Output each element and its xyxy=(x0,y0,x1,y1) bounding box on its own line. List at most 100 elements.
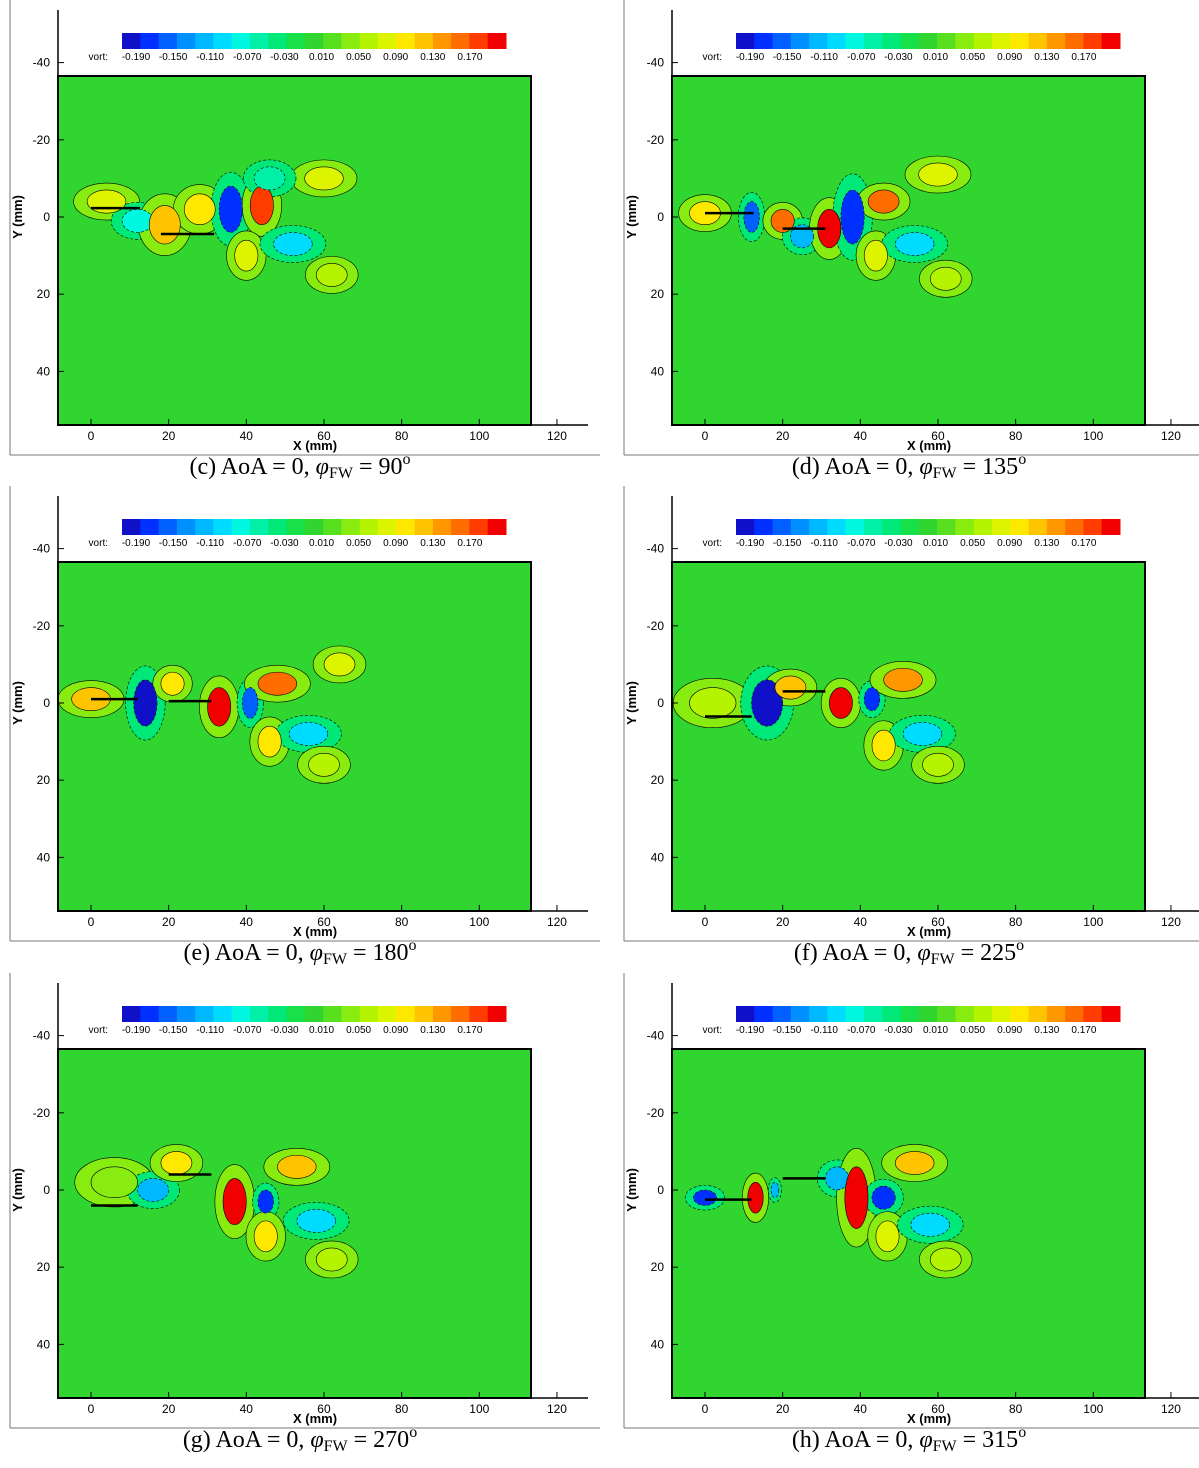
colorbar-tick-label: 0.010 xyxy=(923,1025,948,1036)
x-tick-label: 0 xyxy=(88,429,95,443)
caption-value: = 225 xyxy=(960,940,1017,966)
vortex-core xyxy=(218,185,243,233)
vortex-core xyxy=(257,1189,274,1214)
colorbar-swatch xyxy=(955,1006,975,1022)
colorbar-swatch xyxy=(1101,519,1121,535)
vortex-core xyxy=(288,722,329,746)
vortex-core xyxy=(894,1151,935,1175)
vortex-core xyxy=(910,1212,950,1237)
caption-superscript: o xyxy=(409,1424,418,1441)
field xyxy=(678,155,973,298)
colorbar-swatch xyxy=(304,33,324,49)
x-tick-label: 40 xyxy=(240,1402,254,1416)
vortex-core xyxy=(133,679,158,727)
vortex-core xyxy=(242,687,259,719)
colorbar-tick-label: 0.090 xyxy=(383,538,408,549)
y-tick-label: -20 xyxy=(33,133,51,147)
caption-prefix: (h) AoA = 0, xyxy=(791,1427,914,1453)
x-tick-label: 120 xyxy=(547,429,567,443)
caption-symbol: φ xyxy=(917,940,931,966)
caption-value: = 90 xyxy=(358,454,403,480)
contour-panel: 0 20 40 60 80 100 120 -40 -20 0 20 40 X (mm) Y (mm) vo… xyxy=(9,973,600,1429)
colorbar-swatch xyxy=(231,33,251,49)
x-axis-label: X (mm) xyxy=(293,924,337,939)
x-tick-label: 100 xyxy=(1083,915,1103,929)
colorbar-swatch xyxy=(900,519,920,535)
colorbar-swatch xyxy=(231,519,251,535)
vortex-core xyxy=(86,189,127,214)
x-tick-label: 120 xyxy=(1161,1402,1181,1416)
colorbar-tick-label: -0.030 xyxy=(884,538,913,549)
x-tick-label: 0 xyxy=(88,915,95,929)
y-tick-label: -20 xyxy=(33,1106,51,1120)
y-tick-label: -40 xyxy=(647,1029,665,1043)
colorbar-swatch xyxy=(341,519,361,535)
colorbar-tick-label: 0.090 xyxy=(997,1025,1022,1036)
x-axis-label: X (mm) xyxy=(907,1411,951,1426)
colorbar-tick-label: 0.050 xyxy=(960,52,985,63)
colorbar-swatch xyxy=(882,519,902,535)
x-tick-label: 20 xyxy=(162,915,176,929)
colorbar-swatch xyxy=(122,519,141,535)
colorbar-swatch xyxy=(286,33,306,49)
field xyxy=(684,1144,973,1279)
colorbar-tick-label: 0.170 xyxy=(1071,52,1096,63)
colorbar-label: vort: xyxy=(703,1025,722,1036)
contour-panel: 0 20 40 60 80 100 120 -40 -20 0 20 40 X (mm) Y (mm) vo… xyxy=(9,0,600,456)
colorbar-swatch xyxy=(268,1006,288,1022)
colorbar-tick-label: 0.010 xyxy=(309,1025,334,1036)
x-tick-label: 20 xyxy=(162,429,176,443)
colorbar-tick-label: -0.150 xyxy=(159,538,188,549)
x-tick-label: 80 xyxy=(395,915,409,929)
colorbar-swatch xyxy=(451,33,470,49)
caption-prefix: (d) AoA = 0, xyxy=(791,454,914,480)
x-tick-label: 80 xyxy=(1009,1402,1023,1416)
vortex-core xyxy=(693,1189,717,1206)
colorbar-swatch xyxy=(414,1006,434,1022)
colorbar-swatch xyxy=(286,519,306,535)
contour-panel: 0 20 40 60 80 100 120 -40 -20 0 20 40 X (mm) Y (mm) vo… xyxy=(623,486,1199,942)
x-tick-label: 60 xyxy=(931,1402,945,1416)
colorbar-swatch xyxy=(250,1006,269,1022)
caption-subscript: FW xyxy=(932,1438,957,1455)
vortex-core xyxy=(790,224,815,249)
caption: (f) AoA = 0, φFW = 225o xyxy=(614,937,1199,969)
vortex-core xyxy=(183,193,216,226)
y-tick-label: -20 xyxy=(647,1106,665,1120)
vortex-core xyxy=(871,1185,896,1210)
colorbar-tick-label: -0.030 xyxy=(884,1025,913,1036)
y-tick-label: 40 xyxy=(37,364,51,378)
y-axis-label: Y (mm) xyxy=(624,681,639,725)
x-tick-label: 20 xyxy=(776,915,790,929)
colorbar-tick-label: -0.110 xyxy=(196,52,224,63)
vortex-core xyxy=(323,652,356,677)
colorbar-swatch xyxy=(359,33,379,49)
colorbar-swatch xyxy=(1065,519,1084,535)
colorbar-tick-label: -0.150 xyxy=(159,1025,188,1036)
colorbar-swatch xyxy=(213,1006,233,1022)
colorbar-swatch xyxy=(359,519,379,535)
vortex-core xyxy=(249,185,274,226)
x-tick-label: 60 xyxy=(317,429,331,443)
vortex-core xyxy=(918,162,958,187)
colorbar-swatch xyxy=(469,519,489,535)
x-tick-label: 120 xyxy=(547,1402,567,1416)
vortex-core xyxy=(222,1178,247,1226)
caption-subscript: FW xyxy=(328,465,353,482)
y-tick-label: 20 xyxy=(37,773,51,787)
x-tick-label: 100 xyxy=(469,1402,489,1416)
colorbar-swatch xyxy=(1101,1006,1121,1022)
y-tick-label: 0 xyxy=(43,1183,50,1197)
colorbar-tick-label: -0.070 xyxy=(233,1025,262,1036)
colorbar-swatch xyxy=(487,1006,507,1022)
vortex-core xyxy=(234,239,259,272)
x-tick-label: 60 xyxy=(931,429,945,443)
colorbar-swatch xyxy=(378,1006,397,1022)
colorbar-swatch xyxy=(973,33,993,49)
colorbar-swatch xyxy=(451,519,470,535)
vortex-core xyxy=(894,232,935,256)
y-tick-label: 0 xyxy=(657,696,664,710)
colorbar-tick-label: -0.110 xyxy=(810,52,838,63)
x-tick-label: 20 xyxy=(776,429,790,443)
